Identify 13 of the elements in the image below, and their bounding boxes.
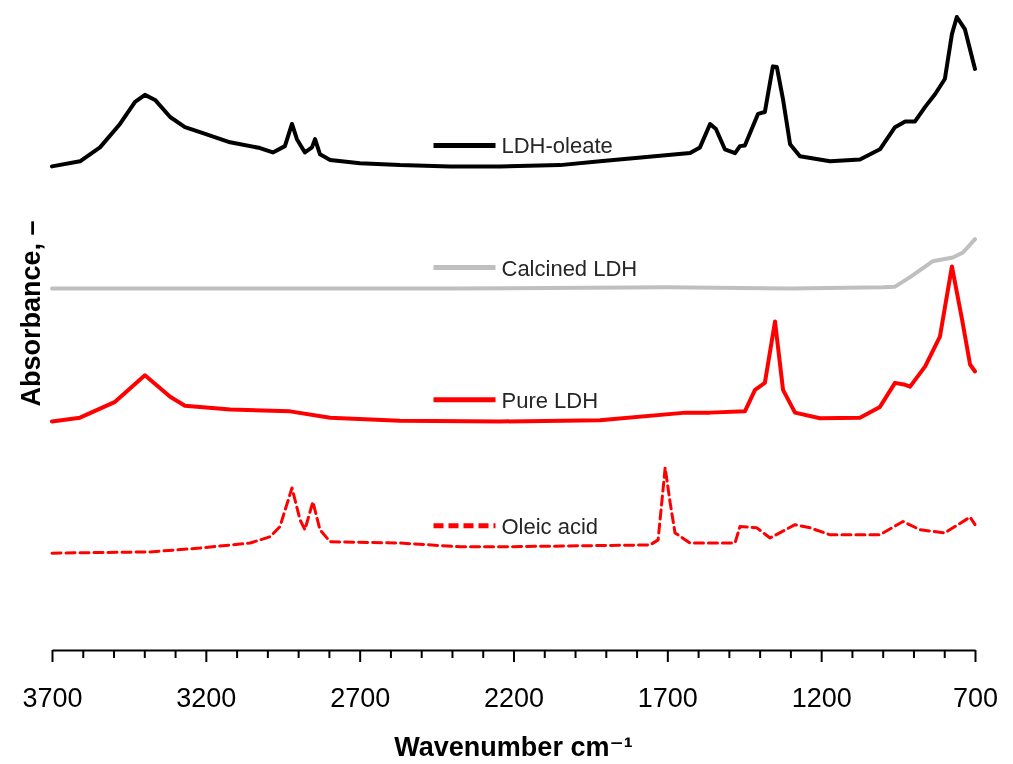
legend-label: LDH-oleate xyxy=(501,133,613,159)
x-tick-label: 700 xyxy=(952,683,999,714)
y-axis-title: Absorbance, – xyxy=(16,220,46,407)
x-tick-label: 1700 xyxy=(637,683,698,714)
x-axis-title: Wavenumber cm⁻¹ xyxy=(394,732,633,762)
x-tick-label: 3700 xyxy=(22,683,83,714)
x-tick-label: 2700 xyxy=(330,683,391,714)
x-tick-label: 1200 xyxy=(791,683,852,714)
x-tick-label: 3200 xyxy=(176,683,237,714)
legend-label: Oleic acid xyxy=(501,513,599,539)
x-tick-label: 2200 xyxy=(483,683,545,714)
legend-label: Calcined LDH xyxy=(501,255,638,281)
legend-label: Pure LDH xyxy=(501,387,599,413)
